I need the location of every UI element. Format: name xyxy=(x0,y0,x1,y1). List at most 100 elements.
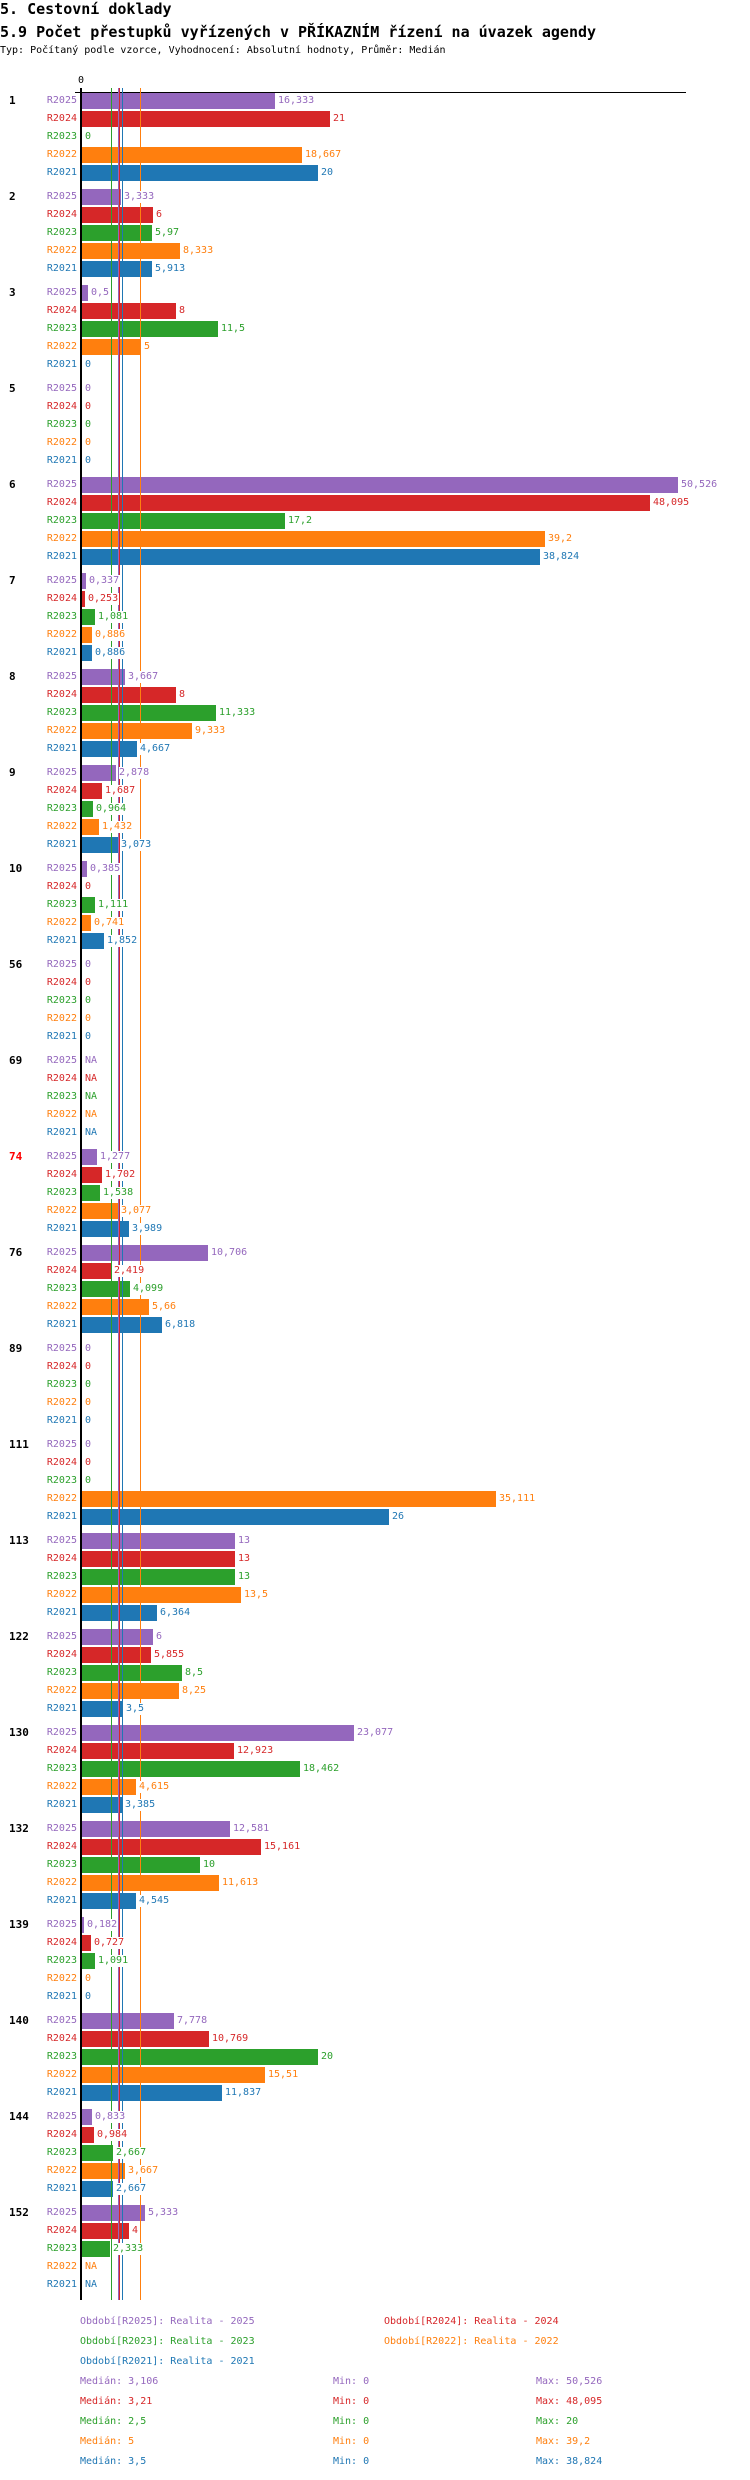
bar-r2021[interactable] xyxy=(82,261,152,277)
bar-r2025[interactable] xyxy=(82,573,86,589)
bar-r2022[interactable] xyxy=(82,1683,179,1699)
bar-r2021[interactable] xyxy=(82,165,318,181)
series-label: R2021 xyxy=(46,2183,77,2194)
bar-r2025[interactable] xyxy=(82,285,88,301)
data-label: 4,615 xyxy=(139,1781,171,1793)
bar-r2024[interactable] xyxy=(82,1263,111,1279)
bar-r2025[interactable] xyxy=(82,765,116,781)
bar-r2021[interactable] xyxy=(82,933,104,949)
bar-r2023[interactable] xyxy=(82,1569,235,1585)
bar-r2024[interactable] xyxy=(82,2223,129,2239)
bar-r2024[interactable] xyxy=(82,111,330,127)
bar-r2022[interactable] xyxy=(82,1587,241,1603)
bar-r2021[interactable] xyxy=(82,1509,389,1525)
bar-r2021[interactable] xyxy=(82,741,137,757)
bar-r2023[interactable] xyxy=(82,1953,95,1969)
bar-r2024[interactable] xyxy=(82,1167,102,1183)
bar-r2024[interactable] xyxy=(82,495,650,511)
bar-r2025[interactable] xyxy=(82,2013,174,2029)
bar-r2022[interactable] xyxy=(82,915,91,931)
bar-r2022[interactable] xyxy=(82,1299,149,1315)
category-label: 140 xyxy=(9,2014,29,2027)
bar-r2024[interactable] xyxy=(82,591,85,607)
bar-r2023[interactable] xyxy=(82,1857,200,1873)
bar-r2025[interactable] xyxy=(82,1917,84,1933)
bar-r2021[interactable] xyxy=(82,1221,129,1237)
bar-r2025[interactable] xyxy=(82,93,275,109)
series-label: R2021 xyxy=(46,1703,77,1714)
min-stat: Min: 0 xyxy=(333,2436,370,2447)
bar-r2022[interactable] xyxy=(82,2067,265,2083)
bar-r2021[interactable] xyxy=(82,1893,136,1909)
bar-r2024[interactable] xyxy=(82,207,153,223)
bar-r2023[interactable] xyxy=(82,1761,300,1777)
bar-r2024[interactable] xyxy=(82,1551,235,1567)
bar-r2022[interactable] xyxy=(82,531,545,547)
series-label: R2023 xyxy=(46,1571,77,1582)
bar-r2024[interactable] xyxy=(82,783,102,799)
max-stat: Max: 50,526 xyxy=(536,2376,603,2387)
bar-r2023[interactable] xyxy=(82,2145,113,2161)
bar-r2022[interactable] xyxy=(82,147,302,163)
bar-r2023[interactable] xyxy=(82,225,152,241)
bar-r2021[interactable] xyxy=(82,1701,123,1717)
bar-r2023[interactable] xyxy=(82,321,218,337)
series-label: R2022 xyxy=(46,1397,77,1408)
bar-r2025[interactable] xyxy=(82,669,125,685)
bar-r2024[interactable] xyxy=(82,2031,209,2047)
bar-r2025[interactable] xyxy=(82,189,121,205)
bar-r2022[interactable] xyxy=(82,1491,496,1507)
bar-r2025[interactable] xyxy=(82,1821,230,1837)
bar-r2025[interactable] xyxy=(82,1629,153,1645)
bar-r2023[interactable] xyxy=(82,897,95,913)
bar-r2022[interactable] xyxy=(82,243,180,259)
bar-r2025[interactable] xyxy=(82,1725,354,1741)
bar-r2021[interactable] xyxy=(82,549,540,565)
series-label: R2024 xyxy=(46,1265,77,1276)
bar-r2023[interactable] xyxy=(82,609,95,625)
bar-r2025[interactable] xyxy=(82,1245,208,1261)
bar-r2022[interactable] xyxy=(82,1203,118,1219)
bar-r2021[interactable] xyxy=(82,2085,222,2101)
bar-r2025[interactable] xyxy=(82,1149,97,1165)
series-label: R2021 xyxy=(46,551,77,562)
bar-r2021[interactable] xyxy=(82,1797,122,1813)
bar-r2025[interactable] xyxy=(82,861,87,877)
series-label: R2025 xyxy=(46,863,77,874)
bar-r2024[interactable] xyxy=(82,303,176,319)
bar-r2022[interactable] xyxy=(82,1875,219,1891)
bar-r2025[interactable] xyxy=(82,477,678,493)
bar-r2025[interactable] xyxy=(82,2205,145,2221)
data-label: NA xyxy=(85,1127,99,1139)
bar-r2021[interactable] xyxy=(82,645,92,661)
legend-item-r2023: Období[R2023]: Realita - 2023 xyxy=(80,2336,255,2347)
bar-r2022[interactable] xyxy=(82,819,99,835)
series-label: R2025 xyxy=(46,1055,77,1066)
bar-r2023[interactable] xyxy=(82,513,285,529)
bar-r2021[interactable] xyxy=(82,837,118,853)
data-label: 12,581 xyxy=(233,1823,271,1835)
bar-r2022[interactable] xyxy=(82,1779,136,1795)
series-label: R2024 xyxy=(46,2033,77,2044)
bar-r2023[interactable] xyxy=(82,1665,182,1681)
category-label: 122 xyxy=(9,1630,29,1643)
bar-r2022[interactable] xyxy=(82,627,92,643)
bar-r2024[interactable] xyxy=(82,687,176,703)
bar-r2024[interactable] xyxy=(82,1935,91,1951)
bar-r2025[interactable] xyxy=(82,2109,92,2125)
bar-r2023[interactable] xyxy=(82,2241,110,2257)
bar-r2023[interactable] xyxy=(82,705,216,721)
bar-r2021[interactable] xyxy=(82,2181,113,2197)
bar-r2023[interactable] xyxy=(82,2049,318,2065)
bar-r2024[interactable] xyxy=(82,1647,151,1663)
series-label: R2024 xyxy=(46,1553,77,1564)
bar-r2024[interactable] xyxy=(82,1743,234,1759)
bar-r2023[interactable] xyxy=(82,1185,100,1201)
bar-r2024[interactable] xyxy=(82,2127,94,2143)
bar-r2023[interactable] xyxy=(82,801,93,817)
bar-r2025[interactable] xyxy=(82,1533,235,1549)
bar-r2024[interactable] xyxy=(82,1839,261,1855)
bar-r2022[interactable] xyxy=(82,723,192,739)
category-label: 132 xyxy=(9,1822,29,1835)
bar-r2022[interactable] xyxy=(82,2163,125,2179)
